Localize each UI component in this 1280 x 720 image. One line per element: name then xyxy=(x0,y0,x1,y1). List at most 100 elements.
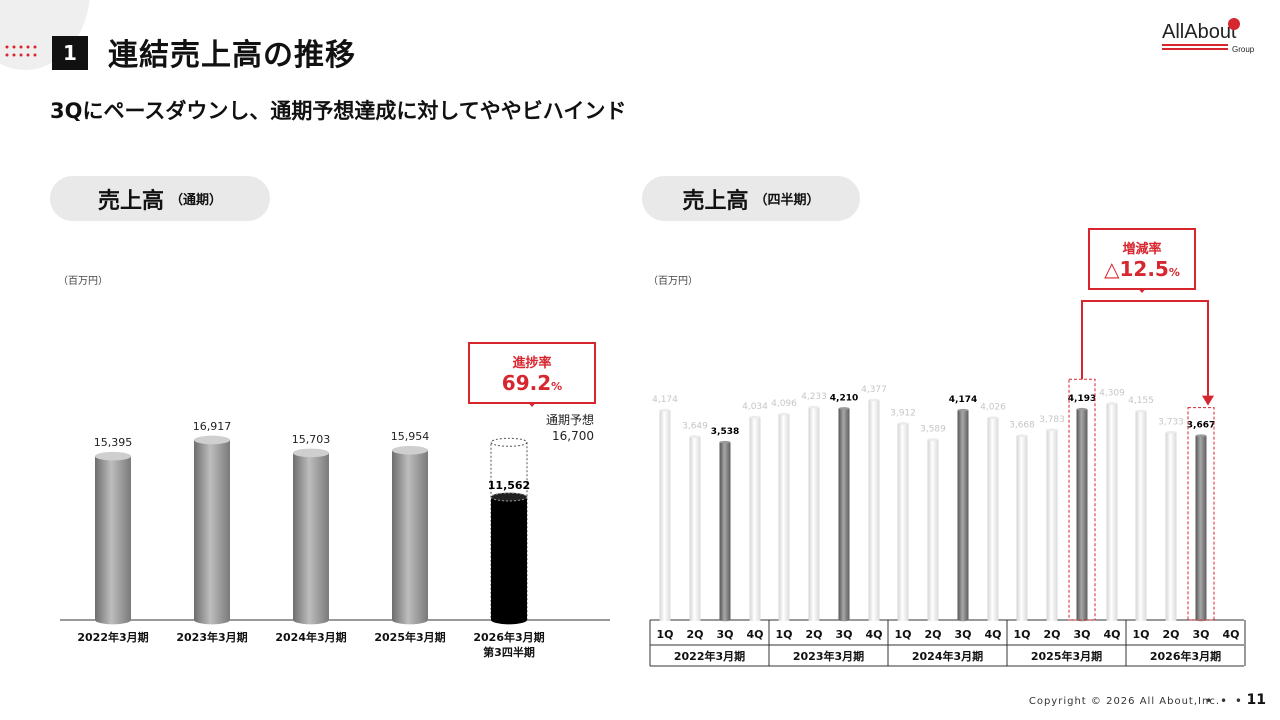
quarterly-bar-13-bottom xyxy=(1046,618,1058,622)
quarterly-bar-10-top xyxy=(957,408,969,412)
quarterly-bar-12-top xyxy=(1016,434,1028,437)
quarterly-bar-13 xyxy=(1046,429,1058,620)
progress-label: 進捗率 xyxy=(512,356,552,371)
quarterly-bar-7-bottom xyxy=(868,618,880,622)
quarter-label-11: 4Q xyxy=(984,628,1001,641)
quarterly-bar-9-bottom xyxy=(927,618,939,622)
quarter-label-13: 2Q xyxy=(1043,628,1060,641)
annual-sales-heading: 売上高 （通期） xyxy=(50,176,270,221)
quarterly-bar-18-top xyxy=(1195,434,1207,438)
quarter-label-5: 2Q xyxy=(805,628,822,641)
annual-value-label-0: 15,395 xyxy=(94,436,133,449)
annual-bar-2 xyxy=(293,452,329,620)
annual-bar-0-top xyxy=(95,451,131,461)
year-label-3: 2025年3月期 xyxy=(1031,649,1102,663)
quarterly-bar-3 xyxy=(749,417,761,620)
quarterly-value-label-3: 4,034 xyxy=(742,402,768,412)
quarterly-bar-16 xyxy=(1135,411,1147,620)
logo-sub: Group xyxy=(1232,45,1255,54)
forecast-outline-top xyxy=(490,437,528,447)
quarterly-bar-5-bottom xyxy=(808,618,820,622)
progress-unit: % xyxy=(551,380,563,393)
annual-heading-main: 売上高 xyxy=(97,188,164,214)
annual-category-label-4-1: 第3四半期 xyxy=(483,645,535,659)
quarterly-value-label-10: 4,174 xyxy=(949,395,977,405)
annual-bar-0-bottom xyxy=(95,615,131,625)
quarterly-value-label-2: 3,538 xyxy=(711,427,739,437)
quarter-label-2: 3Q xyxy=(716,628,733,641)
page-number: 11 xyxy=(1246,692,1266,708)
progress-callout: 進捗率 69.2% xyxy=(468,342,596,404)
quarterly-bar-10 xyxy=(957,410,969,620)
page-subtitle: 3Qにペースダウンし、通期予想達成に対してややビハインド xyxy=(50,99,627,123)
quarterly-bar-12-bottom xyxy=(1016,618,1028,622)
quarterly-value-label-4: 4,096 xyxy=(771,399,797,409)
quarter-label-19: 4Q xyxy=(1222,628,1239,641)
quarterly-bar-8 xyxy=(897,423,909,620)
quarterly-bar-9 xyxy=(927,439,939,620)
quarterly-bar-3-bottom xyxy=(749,618,761,622)
section-number: 1 xyxy=(52,36,88,70)
quarterly-bar-1-bottom xyxy=(689,618,701,622)
forecast-value: 16,700 xyxy=(552,429,594,443)
quarterly-bar-6 xyxy=(838,408,850,620)
quarterly-bar-18 xyxy=(1195,435,1207,620)
quarterly-bar-1 xyxy=(689,436,701,620)
allabout-logo: AllAbout Group xyxy=(1162,18,1255,54)
footer-dots: • • • xyxy=(1205,694,1244,708)
quarter-label-15: 4Q xyxy=(1103,628,1120,641)
quarterly-bar-4-top xyxy=(778,412,790,416)
quarterly-value-label-5: 4,233 xyxy=(801,392,827,402)
quarterly-bar-11 xyxy=(987,417,999,620)
quarterly-bar-17-bottom xyxy=(1165,618,1177,622)
annual-category-label-2-0: 2024年3月期 xyxy=(275,630,346,644)
quarterly-bar-4-bottom xyxy=(778,618,790,622)
annual-bar-3-top xyxy=(392,445,428,455)
quarterly-bar-0 xyxy=(659,410,671,620)
quarter-label-8: 1Q xyxy=(894,628,911,641)
quarterly-unit-label: （百万円） xyxy=(648,276,698,287)
annual-category-label-0-0: 2022年3月期 xyxy=(77,630,148,644)
quarterly-bar-11-top xyxy=(987,416,999,419)
forecast-annotation: 通期予想 16,700 xyxy=(520,412,594,444)
quarterly-value-label-7: 4,377 xyxy=(861,385,887,395)
annual-bar-2-top xyxy=(293,448,329,458)
annual-bar-2-bottom xyxy=(293,615,329,625)
page-title: 連結売上高の推移 xyxy=(108,38,356,73)
annual-unit-label: （百万円） xyxy=(58,276,108,287)
quarterly-bar-4 xyxy=(778,414,790,620)
annual-bar-1-top xyxy=(194,435,230,445)
quarterly-bar-0-top xyxy=(659,408,671,412)
dot-grid-icon xyxy=(5,45,37,57)
quarterly-bar-0-bottom xyxy=(659,618,671,622)
quarter-label-12: 1Q xyxy=(1013,628,1030,641)
annual-heading-sub: （通期） xyxy=(170,193,223,208)
year-label-2: 2024年3月期 xyxy=(912,649,983,663)
quarterly-bar-10-bottom xyxy=(957,618,969,622)
annual-bar-1-bottom xyxy=(194,615,230,625)
quarterly-bar-6-top xyxy=(838,407,850,410)
annual-bar-2026 xyxy=(491,496,527,620)
quarterly-bar-5-top xyxy=(808,405,820,409)
year-label-4: 2026年3月期 xyxy=(1150,649,1221,663)
quarterly-bar-3-top xyxy=(749,415,761,419)
quarter-label-16: 1Q xyxy=(1132,628,1149,641)
annual-bar-1 xyxy=(194,440,230,620)
annual-bar-3 xyxy=(392,450,428,620)
quarterly-bar-6-bottom xyxy=(838,618,850,622)
quarterly-bar-15-top xyxy=(1106,402,1118,405)
quarterly-bar-2-top xyxy=(719,440,731,444)
quarterly-value-label-15: 4,309 xyxy=(1099,388,1125,398)
annual-bar-0 xyxy=(95,456,131,620)
quarterly-bar-7 xyxy=(868,400,880,620)
quarterly-value-label-18: 3,667 xyxy=(1187,421,1215,431)
copyright-text: Copyright © 2026 All About,Inc. xyxy=(1028,696,1220,707)
change-rate-callout: 増減率 △12.5% xyxy=(1088,228,1196,290)
quarterly-bar-17-top xyxy=(1165,431,1177,434)
quarterly-bar-13-top xyxy=(1046,428,1058,432)
quarterly-bar-16-top xyxy=(1135,409,1147,413)
annual-bar-3-bottom xyxy=(392,615,428,625)
change-rate-label: 増減率 xyxy=(1122,242,1162,257)
quarterly-bar-8-top xyxy=(897,422,909,425)
